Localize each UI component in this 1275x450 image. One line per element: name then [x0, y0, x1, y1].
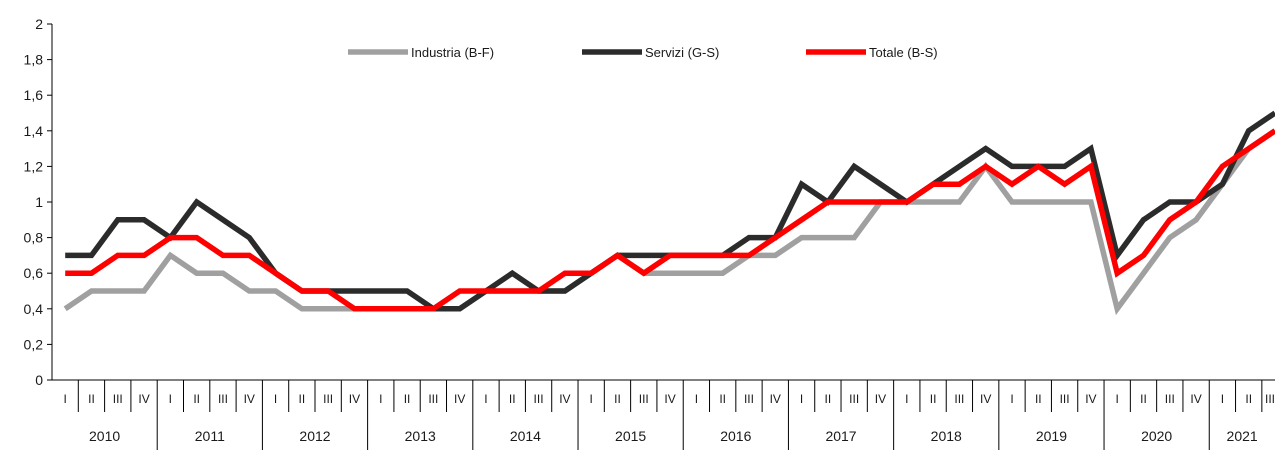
quarter-label: IV: [349, 392, 360, 406]
y-tick-label: 0,8: [24, 230, 44, 246]
quarter-label: I: [484, 392, 487, 406]
quarter-label: IV: [875, 392, 886, 406]
quarter-label: II: [509, 392, 516, 406]
quarter-label: I: [695, 392, 698, 406]
quarter-label: III: [218, 392, 228, 406]
y-tick-label: 0: [35, 372, 43, 388]
quarter-label: IV: [664, 392, 675, 406]
quarter-label: I: [1221, 392, 1224, 406]
quarter-label: I: [800, 392, 803, 406]
year-label: 2018: [931, 428, 962, 444]
y-tick-label: 1,2: [24, 158, 44, 174]
year-label: 2013: [405, 428, 436, 444]
series-lines: [63, 110, 1275, 316]
quarter-label: II: [719, 392, 726, 406]
y-tick-label: 1: [35, 194, 43, 210]
legend-label: Totale (B-S): [869, 45, 938, 60]
quarter-label: IV: [138, 392, 149, 406]
quarter-label: II: [930, 392, 937, 406]
quarter-label: IV: [244, 392, 255, 406]
y-axis: 0 0,2 0,4 0,6 0,8 1 1,2 1,4 1,6 1,8 2: [24, 16, 53, 388]
quarter-label: II: [193, 392, 200, 406]
quarter-label: IV: [559, 392, 570, 406]
quarter-label: II: [299, 392, 306, 406]
legend: Industria (B-F) Servizi (G-S) Totale (B-S): [348, 45, 938, 60]
y-tick-label: 1,8: [24, 52, 44, 68]
y-tick-label: 2: [35, 16, 43, 32]
quarter-label: IV: [980, 392, 991, 406]
quarter-label: III: [534, 392, 544, 406]
quarter-label: III: [323, 392, 333, 406]
year-label: 2019: [1036, 428, 1067, 444]
legend-label: Industria (B-F): [411, 45, 494, 60]
year-label: 2012: [299, 428, 330, 444]
quarter-label: I: [274, 392, 277, 406]
quarter-label: II: [825, 392, 832, 406]
year-label: 2021: [1227, 428, 1258, 444]
year-label: 2011: [195, 428, 225, 444]
quarter-label: I: [905, 392, 908, 406]
year-label: 2010: [89, 428, 120, 444]
quarter-label: III: [1060, 392, 1070, 406]
series-line-1: [63, 128, 1275, 316]
quarter-label: I: [379, 392, 382, 406]
quarter-label: I: [1116, 392, 1119, 406]
quarter-label: III: [744, 392, 754, 406]
quarter-label: II: [1245, 392, 1252, 406]
year-label: 2016: [720, 428, 751, 444]
quarter-label: II: [88, 392, 95, 406]
year-label: 2015: [615, 428, 646, 444]
series-line-3: [65, 128, 1275, 312]
quarter-label: IV: [454, 392, 465, 406]
y-tick-label: 0,2: [24, 336, 44, 352]
y-tick-label: 1,6: [24, 87, 44, 103]
quarter-label: III: [1165, 392, 1175, 406]
quarter-label: I: [63, 392, 66, 406]
quarter-label: IV: [1085, 392, 1096, 406]
quarter-label: III: [954, 392, 964, 406]
quarter-label: I: [590, 392, 593, 406]
quarter-label: II: [1035, 392, 1042, 406]
year-label: 2020: [1141, 428, 1172, 444]
quarter-label: III: [849, 392, 859, 406]
quarter-label: IV: [770, 392, 781, 406]
quarter-label: II: [404, 392, 411, 406]
quarter-label: II: [1140, 392, 1147, 406]
quarter-label: IV: [1190, 392, 1201, 406]
quarter-label: II: [614, 392, 621, 406]
y-tick-label: 0,4: [24, 301, 44, 317]
year-label: 2014: [510, 428, 541, 444]
quarter-label: III: [113, 392, 123, 406]
year-label: 2017: [825, 428, 856, 444]
quarter-label: III: [1265, 392, 1275, 406]
quarter-label: III: [428, 392, 438, 406]
quarter-label: I: [169, 392, 172, 406]
quarter-label: III: [639, 392, 649, 406]
legend-label: Servizi (G-S): [645, 45, 719, 60]
y-tick-label: 1,4: [24, 123, 44, 139]
y-tick-label: 0,6: [24, 265, 44, 281]
quarter-label: I: [1010, 392, 1013, 406]
